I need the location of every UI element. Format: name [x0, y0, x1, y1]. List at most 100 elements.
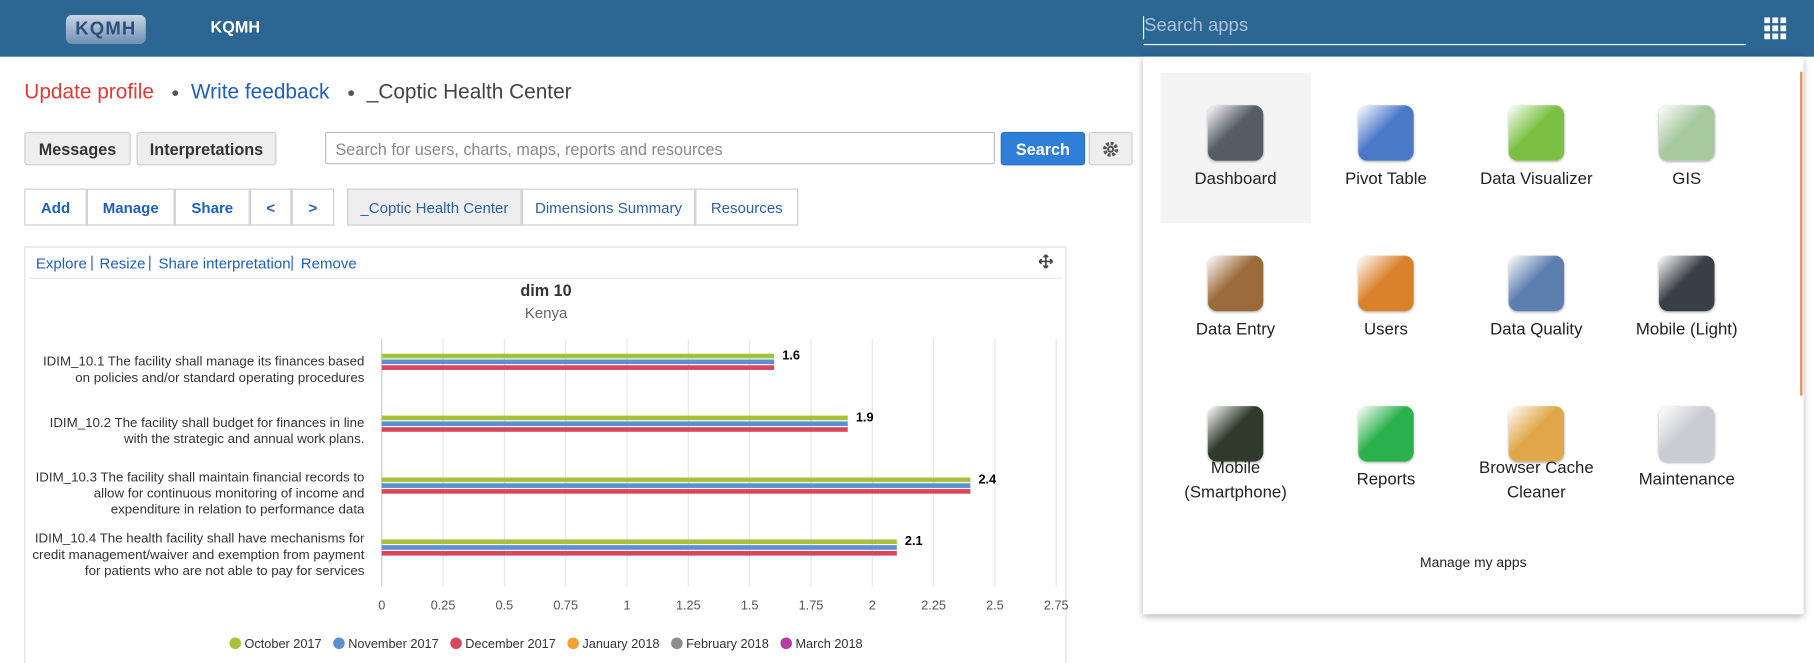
app-icon — [1358, 406, 1414, 462]
legend-swatch — [333, 637, 345, 650]
dashboard-tab[interactable]: Dimensions Summary — [521, 188, 696, 226]
bar — [381, 353, 775, 359]
manage-button[interactable]: Manage — [86, 188, 175, 226]
separator-dot — [172, 90, 179, 97]
app-tile[interactable]: Users — [1311, 223, 1461, 373]
app-tile[interactable]: Data Visualizer — [1461, 73, 1611, 223]
x-tick-label: 2.75 — [1044, 598, 1069, 613]
chart-title: dim 10 — [520, 282, 571, 300]
x-tick-label: 0.75 — [553, 598, 578, 613]
apps-menu-icon[interactable] — [1764, 17, 1787, 40]
legend-swatch — [567, 637, 579, 650]
legend-label: January 2018 — [582, 636, 659, 651]
explore-link[interactable]: Explore — [35, 254, 87, 272]
x-tick-label: 0.25 — [431, 598, 456, 613]
separator-dot — [348, 90, 355, 97]
legend-swatch — [229, 637, 242, 650]
app-tile[interactable]: Mobile (Light) — [1612, 223, 1762, 373]
legend-item: February 2018 — [671, 636, 769, 651]
data-label: 1.6 — [782, 348, 800, 363]
feedback-link[interactable]: Write feedback — [190, 79, 330, 103]
dashboard-tab[interactable]: Resources — [695, 188, 799, 226]
legend-item: November 2017 — [333, 636, 439, 651]
data-label: 2.4 — [978, 471, 996, 486]
app-label: Mobile (Smartphone) — [1184, 459, 1287, 503]
add-button[interactable]: Add — [24, 188, 87, 226]
data-label: 1.9 — [856, 409, 874, 424]
bar — [381, 477, 971, 483]
separator — [149, 255, 151, 271]
logo[interactable]: KQMH — [65, 15, 146, 44]
bar — [381, 421, 848, 427]
x-tick-label: 2 — [869, 598, 876, 613]
app-icon — [1207, 255, 1264, 312]
search-input[interactable]: Search for users, charts, maps, reports … — [325, 131, 995, 165]
bar — [381, 550, 897, 556]
brand-title: KQMH — [210, 17, 261, 36]
app-icon — [1658, 255, 1715, 312]
interpretations-button[interactable]: Interpretations — [136, 131, 277, 166]
separator — [291, 255, 293, 271]
app-icon — [1508, 105, 1565, 161]
app-tile[interactable]: Reports — [1311, 374, 1461, 524]
app-tile[interactable]: Maintenance — [1612, 374, 1762, 524]
legend-label: October 2017 — [245, 636, 322, 651]
app-label: Data Entry — [1195, 320, 1276, 339]
app-icon — [1508, 255, 1565, 312]
x-tick-label: 2.25 — [921, 598, 946, 613]
org-unit: _Coptic Health Center — [366, 79, 572, 103]
app-tile[interactable]: Pivot Table — [1311, 73, 1461, 223]
next-button[interactable]: > — [291, 188, 335, 226]
update-profile-link[interactable]: Update profile — [24, 79, 154, 103]
search-underline — [1143, 43, 1746, 46]
search-button[interactable]: Search — [1000, 131, 1086, 166]
app-tile[interactable]: Dashboard — [1160, 72, 1311, 224]
x-tick-label: 1.25 — [676, 598, 701, 613]
item-divider — [28, 277, 1063, 279]
separator — [91, 255, 93, 271]
app-icon — [1207, 406, 1264, 462]
legend-item: October 2017 — [229, 636, 322, 651]
app-label: Reports — [1356, 470, 1416, 490]
messages-button[interactable]: Messages — [24, 131, 131, 166]
settings-button[interactable] — [1088, 131, 1133, 166]
move-icon[interactable] — [1038, 254, 1053, 269]
x-tick-label: 0 — [378, 598, 385, 613]
app-tile[interactable]: GIS — [1612, 73, 1762, 223]
chart: dim 10 Kenya 0 0.25 0.5 0.75 1 1.25 1.5 1.75 2 2.… — [229, 282, 1069, 651]
app-tile[interactable]: Data Quality — [1461, 223, 1611, 373]
app-icon — [1207, 105, 1264, 161]
resize-link[interactable]: Resize — [99, 254, 146, 272]
share-button[interactable]: Share — [174, 188, 250, 226]
bar — [381, 483, 971, 488]
app-label: Users — [1364, 320, 1408, 339]
app-label: Data Visualizer — [1480, 170, 1593, 189]
apps-search-input[interactable]: Search apps — [1144, 16, 1249, 36]
app-icon — [1358, 255, 1414, 312]
app-label: Dashboard — [1194, 170, 1277, 189]
x-tick-label: 1.75 — [799, 598, 824, 613]
app-label: Browser Cache Cleaner — [1479, 459, 1594, 503]
bar — [381, 427, 848, 432]
legend-swatch — [450, 637, 462, 650]
dashboard-tab[interactable]: _Coptic Health Center — [347, 188, 522, 226]
app-tile[interactable]: Data Entry — [1160, 223, 1310, 373]
bar — [381, 539, 897, 545]
dashboard-item — [24, 246, 1067, 663]
app-tile[interactable]: Browser Cache Cleaner — [1461, 374, 1611, 524]
app-label: Mobile (Light) — [1635, 320, 1738, 339]
remove-link[interactable]: Remove — [300, 254, 357, 272]
gear-icon — [1103, 141, 1119, 157]
share-interpretation-link[interactable]: Share interpretation — [158, 254, 291, 272]
app-tile[interactable]: Mobile (Smartphone) — [1160, 374, 1310, 524]
legend-swatch — [671, 637, 683, 650]
data-label: 2.1 — [905, 533, 923, 548]
app-label: Maintenance — [1638, 470, 1735, 490]
apps-panel: Manage my apps Dashboard Pivot Table Data … — [1143, 56, 1804, 615]
app-label: Data Quality — [1490, 320, 1583, 339]
prev-button[interactable]: < — [249, 188, 292, 226]
manage-apps-link[interactable]: Manage my apps — [1420, 554, 1527, 571]
bar — [381, 359, 775, 365]
bar — [381, 489, 971, 494]
